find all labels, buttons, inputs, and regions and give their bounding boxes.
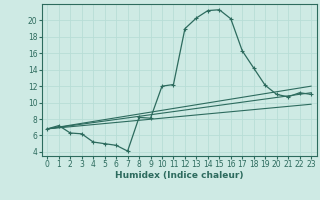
X-axis label: Humidex (Indice chaleur): Humidex (Indice chaleur): [115, 171, 244, 180]
